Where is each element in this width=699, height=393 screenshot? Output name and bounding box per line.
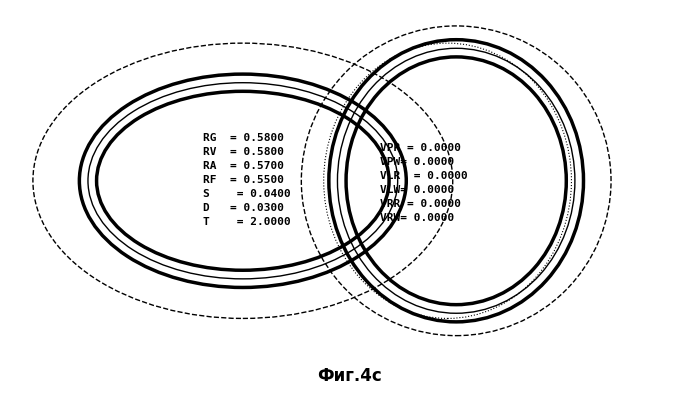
Text: VPR = 0.0000
VPW= 0.0000
VLR  = 0.0000
VLW= 0.0000
VRR = 0.0000
VRW= 0.0000: VPR = 0.0000 VPW= 0.0000 VLR = 0.0000 VL… [380,143,468,223]
Text: RG  = 0.5800
RV  = 0.5800
RA  = 0.5700
RF  = 0.5500
S    = 0.0400
D   = 0.0300
T: RG = 0.5800 RV = 0.5800 RA = 0.5700 RF =… [203,132,291,227]
Text: Фиг.4с: Фиг.4с [317,367,382,385]
